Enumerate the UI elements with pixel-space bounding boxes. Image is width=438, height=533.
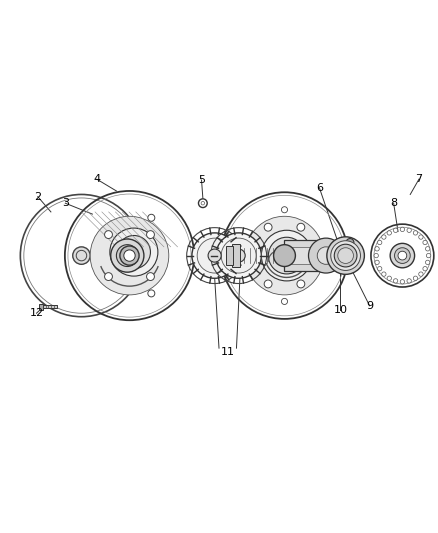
Circle shape: [147, 231, 155, 239]
Circle shape: [73, 247, 90, 264]
Circle shape: [334, 244, 357, 267]
Bar: [332, 241, 350, 244]
Text: 9: 9: [366, 301, 373, 311]
Text: 5: 5: [198, 175, 205, 185]
Circle shape: [232, 249, 245, 262]
Circle shape: [192, 233, 237, 278]
Circle shape: [374, 253, 378, 258]
Circle shape: [423, 240, 427, 245]
Bar: [226, 246, 233, 265]
Circle shape: [221, 238, 256, 273]
Circle shape: [117, 245, 138, 266]
Text: 10: 10: [333, 305, 347, 315]
Circle shape: [387, 231, 392, 235]
Circle shape: [393, 228, 398, 232]
Circle shape: [378, 240, 382, 245]
Circle shape: [327, 237, 364, 274]
Circle shape: [400, 227, 405, 231]
Circle shape: [375, 260, 379, 264]
Circle shape: [261, 230, 312, 281]
Bar: [42, 305, 57, 309]
Circle shape: [297, 280, 305, 288]
Circle shape: [393, 279, 398, 283]
Circle shape: [124, 250, 135, 261]
Bar: [39, 304, 43, 310]
Circle shape: [268, 237, 305, 274]
Circle shape: [197, 238, 232, 273]
Circle shape: [117, 236, 150, 269]
Bar: [232, 244, 240, 267]
Text: 8: 8: [390, 198, 397, 208]
Text: 3: 3: [62, 198, 69, 208]
Text: 6: 6: [316, 183, 323, 193]
Circle shape: [110, 228, 158, 276]
Circle shape: [105, 273, 113, 280]
Circle shape: [308, 238, 343, 273]
Circle shape: [331, 241, 360, 270]
Circle shape: [390, 244, 415, 268]
Text: 12: 12: [29, 308, 43, 318]
Circle shape: [198, 199, 207, 207]
Circle shape: [395, 248, 410, 263]
Circle shape: [346, 245, 352, 251]
Circle shape: [425, 260, 430, 264]
Circle shape: [148, 290, 155, 297]
Circle shape: [398, 251, 407, 260]
Circle shape: [426, 253, 431, 258]
Circle shape: [407, 228, 411, 232]
Circle shape: [147, 273, 155, 280]
Circle shape: [264, 223, 272, 231]
Circle shape: [400, 280, 405, 284]
Circle shape: [419, 272, 423, 276]
Circle shape: [208, 249, 221, 262]
Circle shape: [423, 266, 427, 271]
Circle shape: [297, 223, 305, 231]
Circle shape: [425, 247, 430, 251]
Circle shape: [381, 235, 386, 239]
Circle shape: [317, 247, 335, 264]
Text: 11: 11: [221, 346, 235, 357]
Text: 7: 7: [415, 174, 423, 184]
Circle shape: [264, 280, 272, 288]
Circle shape: [407, 279, 411, 283]
Bar: [285, 240, 326, 271]
Circle shape: [387, 276, 392, 280]
Circle shape: [381, 272, 386, 276]
Text: 4: 4: [93, 174, 100, 184]
Bar: [285, 247, 326, 264]
Circle shape: [346, 239, 354, 246]
Circle shape: [216, 233, 261, 278]
Circle shape: [338, 248, 353, 263]
Circle shape: [245, 216, 324, 295]
Circle shape: [274, 245, 295, 266]
Circle shape: [120, 246, 139, 265]
Circle shape: [111, 239, 144, 272]
Circle shape: [413, 231, 418, 235]
Circle shape: [413, 276, 418, 280]
Circle shape: [105, 231, 113, 239]
Bar: [237, 248, 315, 263]
Circle shape: [282, 207, 288, 213]
Circle shape: [419, 235, 423, 239]
Circle shape: [148, 214, 155, 221]
Circle shape: [282, 298, 288, 304]
Circle shape: [90, 216, 169, 295]
Circle shape: [375, 247, 379, 251]
Text: 2: 2: [34, 192, 41, 201]
Bar: [333, 246, 349, 249]
Circle shape: [378, 266, 382, 271]
